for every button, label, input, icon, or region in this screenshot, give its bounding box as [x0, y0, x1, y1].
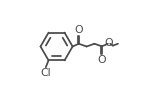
Text: O: O [105, 38, 113, 48]
Text: O: O [75, 25, 83, 35]
Text: O: O [98, 55, 106, 65]
Text: Cl: Cl [40, 68, 51, 78]
